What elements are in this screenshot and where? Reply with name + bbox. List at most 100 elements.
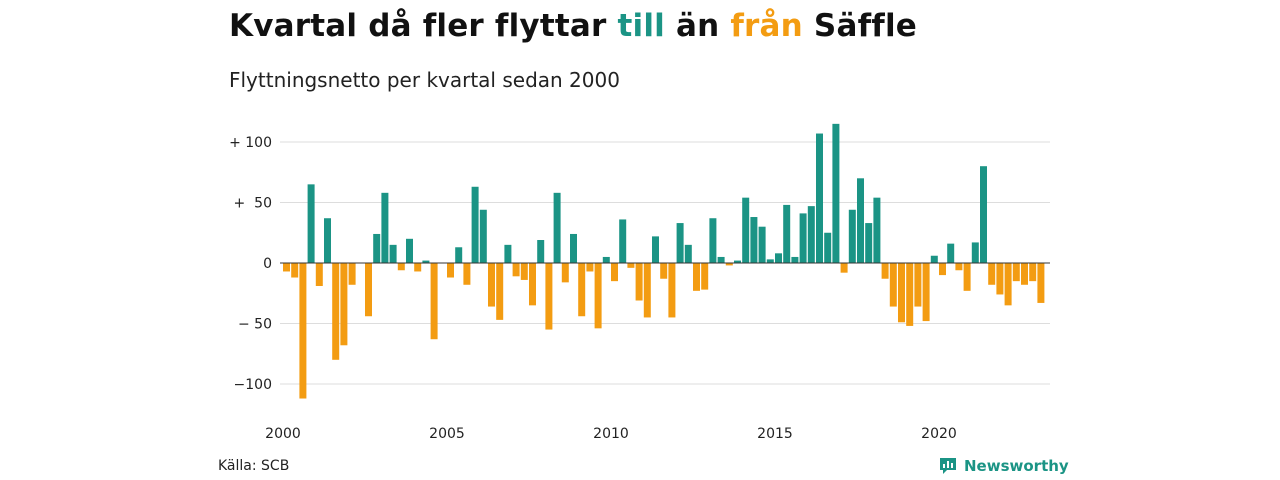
bar bbox=[693, 263, 700, 291]
brand-name: Newsworthy bbox=[964, 457, 1069, 475]
bar bbox=[307, 184, 315, 263]
bar bbox=[553, 192, 561, 263]
bar bbox=[283, 263, 290, 272]
bar bbox=[717, 256, 725, 263]
bar bbox=[537, 240, 545, 263]
bar bbox=[873, 197, 881, 263]
bar bbox=[766, 259, 774, 263]
bar bbox=[775, 253, 782, 263]
bar bbox=[348, 263, 356, 285]
bar bbox=[742, 197, 750, 263]
bar bbox=[955, 263, 963, 271]
bar bbox=[734, 260, 741, 263]
bar bbox=[570, 233, 577, 263]
title-fran: från bbox=[730, 8, 803, 44]
bar bbox=[611, 263, 618, 282]
bar bbox=[414, 263, 422, 272]
bar bbox=[299, 263, 307, 399]
bar bbox=[807, 206, 815, 263]
bar bbox=[824, 232, 832, 263]
bar bbox=[676, 223, 684, 263]
bar bbox=[906, 263, 914, 326]
bar bbox=[389, 244, 397, 263]
bar bbox=[471, 186, 479, 263]
bar bbox=[381, 192, 389, 263]
bar bbox=[660, 263, 668, 279]
bar bbox=[922, 263, 930, 322]
bar bbox=[586, 263, 594, 272]
bar bbox=[291, 263, 299, 278]
bar bbox=[324, 218, 331, 263]
x-tick-label: 2010 bbox=[593, 426, 629, 442]
bar bbox=[816, 133, 823, 263]
bar bbox=[520, 263, 528, 280]
bar bbox=[652, 236, 659, 263]
bar bbox=[857, 178, 864, 263]
bar bbox=[1012, 263, 1020, 282]
bar bbox=[758, 226, 766, 263]
newsworthy-logo[interactable]: Newsworthy bbox=[938, 456, 1069, 476]
bar bbox=[783, 204, 791, 263]
bar bbox=[1037, 263, 1045, 303]
bar bbox=[701, 263, 709, 290]
bar bbox=[709, 218, 717, 263]
bar bbox=[455, 247, 463, 263]
x-tick-label: 2020 bbox=[921, 426, 957, 442]
bar bbox=[750, 217, 758, 263]
y-tick-label: −100 bbox=[234, 377, 272, 393]
bar bbox=[619, 219, 627, 263]
chart-subtitle: Flyttningsnetto per kvartal sedan 2000 bbox=[229, 68, 620, 92]
bar bbox=[668, 263, 676, 318]
bar bbox=[963, 263, 971, 291]
bar bbox=[980, 166, 987, 263]
bar bbox=[529, 263, 536, 306]
bar bbox=[496, 263, 504, 320]
source-text: Källa: SCB bbox=[218, 458, 290, 474]
title-part-2: än bbox=[664, 8, 731, 44]
title-till: till bbox=[617, 8, 665, 44]
bar bbox=[602, 256, 610, 263]
bar bbox=[504, 244, 512, 263]
bar bbox=[340, 263, 348, 346]
bar bbox=[889, 263, 897, 307]
bar bbox=[865, 223, 873, 263]
x-tick-label: 2015 bbox=[757, 426, 793, 442]
bar bbox=[373, 233, 381, 263]
bar bbox=[447, 263, 454, 278]
bar bbox=[643, 263, 651, 318]
bar bbox=[397, 263, 405, 271]
bar bbox=[488, 263, 495, 307]
bar bbox=[365, 263, 372, 317]
bar bbox=[1029, 263, 1037, 282]
bar bbox=[840, 263, 848, 273]
y-tick-label: + 50 bbox=[234, 196, 272, 212]
bar bbox=[1021, 263, 1028, 285]
bar bbox=[406, 238, 413, 263]
bar bbox=[512, 263, 520, 277]
newsworthy-icon bbox=[940, 458, 956, 474]
bar bbox=[315, 263, 323, 286]
bar bbox=[430, 263, 438, 340]
x-tick-label: 2005 bbox=[429, 426, 465, 442]
bar bbox=[848, 209, 856, 263]
bar bbox=[725, 263, 733, 266]
chart-title: Kvartal då fler flyttar till än från Säf… bbox=[229, 8, 917, 44]
y-tick-label: − 50 bbox=[238, 317, 272, 333]
bar bbox=[988, 263, 996, 285]
y-tick-label: 0 bbox=[263, 256, 272, 272]
bar bbox=[898, 263, 905, 323]
bar bbox=[545, 263, 553, 330]
bar bbox=[594, 263, 602, 329]
x-tick-label: 2000 bbox=[265, 426, 301, 442]
bar bbox=[578, 263, 586, 317]
bar bbox=[930, 255, 938, 263]
bar bbox=[881, 263, 889, 279]
title-part-3: Säffle bbox=[802, 8, 918, 44]
bar bbox=[914, 263, 922, 307]
bar bbox=[947, 243, 955, 263]
bar bbox=[684, 244, 692, 263]
title-part-1: Kvartal då fler flyttar bbox=[229, 8, 618, 44]
bar bbox=[479, 209, 487, 263]
bar bbox=[561, 263, 569, 283]
